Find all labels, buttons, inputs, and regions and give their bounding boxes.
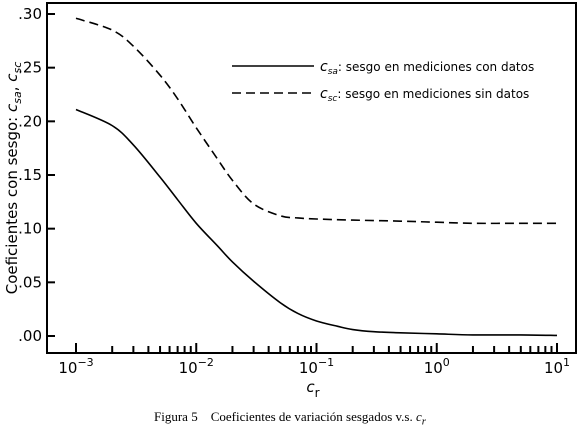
y-tick-label: .15 <box>18 166 42 184</box>
series-layer <box>75 17 558 337</box>
y-tick-label: .30 <box>18 5 42 23</box>
series-line-sc <box>75 17 557 225</box>
legend-label-sc: csc: sesgo en mediciones sin datos <box>320 86 529 104</box>
x-tick-label: 10−1 <box>299 356 334 377</box>
x-tick-label: 100 <box>424 356 450 377</box>
caption-subscript: r <box>421 415 426 428</box>
series-line-sa <box>75 108 558 337</box>
y-tick-label: .10 <box>18 220 42 238</box>
plot-frame <box>46 2 577 354</box>
legend: csa: sesgo en mediciones con datos csc: s… <box>232 59 534 104</box>
y-axis-ticks: .00 .05 .10 .15 .20 .25 .30 <box>18 5 55 345</box>
y-axis-label: Coeficientes con sesgo: csa, csc <box>3 62 24 295</box>
x-tick-label: 10−3 <box>58 356 93 377</box>
caption-text: Figura 5 Coeficientes de variación sesga… <box>154 409 416 424</box>
y-tick-label: .00 <box>18 327 42 345</box>
y-tick-label: .25 <box>18 59 42 77</box>
x-axis-ticks: 10−3 10−2 10−1 100 101 <box>58 343 570 377</box>
x-axis-label: cr <box>306 378 319 400</box>
figure-caption: Figura 5 Coeficientes de variación sesga… <box>0 409 580 428</box>
y-tick-label: .05 <box>18 273 42 291</box>
caption-symbol: c <box>415 409 422 424</box>
x-tick-label: 10−2 <box>179 356 214 377</box>
legend-label-sa: csa: sesgo en mediciones con datos <box>320 59 534 77</box>
x-tick-label: 101 <box>544 356 570 377</box>
y-tick-label: .20 <box>18 112 42 130</box>
